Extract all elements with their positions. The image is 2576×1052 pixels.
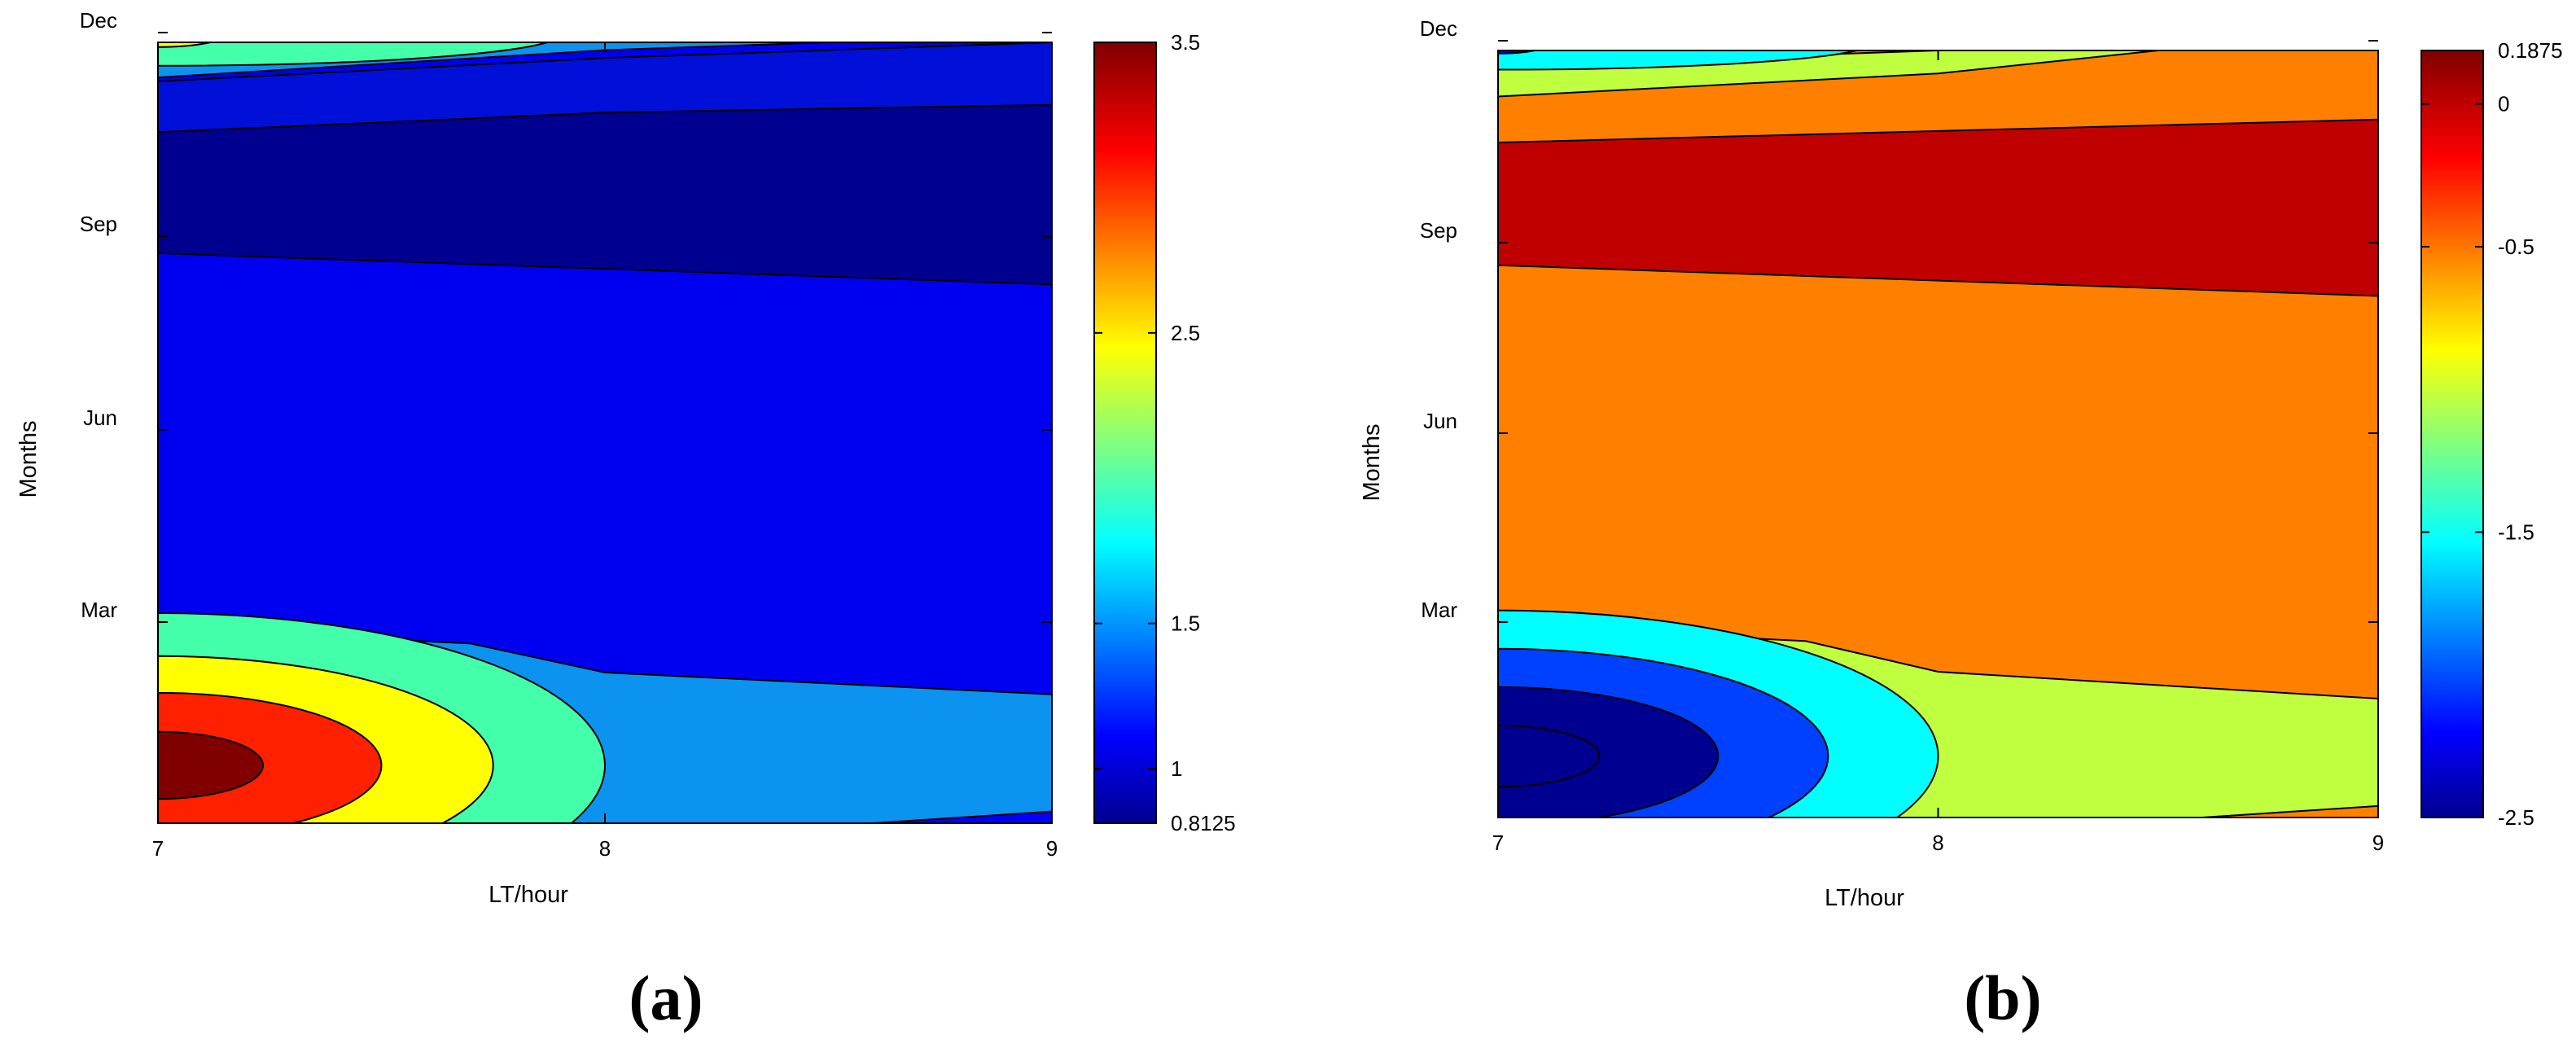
colorbar-tick-label: 1.5: [1171, 611, 1200, 636]
x-axis-title-a: LT/hour: [488, 882, 568, 908]
x-axis-title-b: LT/hour: [1825, 885, 1904, 911]
y-axis-title-a: Months: [15, 420, 42, 498]
panel-a: 7 8 9 Mar Jun Sep Dec 3.5 2.5 1.5 1 0.8125 LT/hour…: [15, 8, 1236, 1033]
colorbar-tick-label: -1.5: [2498, 519, 2534, 544]
panel-b: 7 8 9 Mar Jun Sep Dec 0.1875 0 -0.5 -1.5 -2.5 LT/h…: [1359, 16, 2563, 1033]
colorbar-tick-label: 3.5: [1171, 30, 1200, 55]
colorbar-tick-label: 0.1875: [2498, 38, 2563, 63]
contour-band: [1498, 118, 2378, 297]
contour-ellipse: [158, 730, 264, 800]
colorbar-tick-label: 2.5: [1171, 321, 1200, 345]
contour-ellipse: [1498, 50, 1860, 71]
axes-a: 7 8 9 Mar Jun Sep Dec: [80, 8, 1058, 861]
x-tick-label: 8: [599, 836, 611, 861]
y-tick-label: Sep: [80, 212, 117, 236]
y-axis-title-b: Months: [1359, 423, 1385, 501]
contour-ellipse: [158, 42, 214, 48]
colorbar-tick-label: -0.5: [2498, 235, 2534, 259]
x-tick-label: 9: [2372, 831, 2384, 855]
contour-fill-layer: [1498, 50, 2378, 817]
y-tick-label: Jun: [1423, 409, 1457, 433]
y-tick-label: Jun: [83, 405, 117, 430]
contour-band: [158, 103, 1052, 286]
y-tick-label: Mar: [81, 598, 117, 622]
colorbar-tick-label: 0: [2498, 92, 2509, 116]
contour-plot-a: [158, 42, 1052, 823]
y-tick-label: Sep: [1420, 218, 1457, 243]
colorbar-gradient: [1093, 42, 1157, 824]
colorbar-tick-label: 1: [1171, 756, 1182, 781]
y-tick-label: Mar: [1421, 598, 1457, 622]
x-tick-label: 9: [1046, 836, 1058, 861]
panel-label-b: (b): [1964, 962, 2041, 1033]
panel-label-a: (a): [629, 962, 703, 1033]
contour-fill-layer: [158, 42, 1052, 823]
contour-band: [2201, 804, 2378, 817]
contour-plot-b: [1498, 50, 2378, 817]
y-tick-label: Dec: [80, 8, 117, 33]
y-tick-label: Dec: [1420, 16, 1457, 41]
axes-b: 7 8 9 Mar Jun Sep Dec: [1420, 16, 2385, 855]
x-tick-label: 7: [1492, 831, 1504, 855]
colorbar-tick-label: 0.8125: [1171, 811, 1236, 835]
colorbar-gradient: [2420, 50, 2484, 818]
contour-band: [158, 42, 1052, 134]
colorbar-b: 0.1875 0 -0.5 -1.5 -2.5: [2420, 38, 2563, 830]
contour-ellipse: [158, 42, 550, 67]
x-tick-label: 7: [152, 836, 164, 861]
x-tick-label: 8: [1932, 831, 1943, 855]
contour-band: [873, 810, 1052, 823]
contour-ellipse: [1498, 686, 1720, 817]
colorbar-a: 3.5 2.5 1.5 1 0.8125: [1093, 30, 1236, 835]
colorbar-tick-label: -2.5: [2498, 805, 2534, 830]
